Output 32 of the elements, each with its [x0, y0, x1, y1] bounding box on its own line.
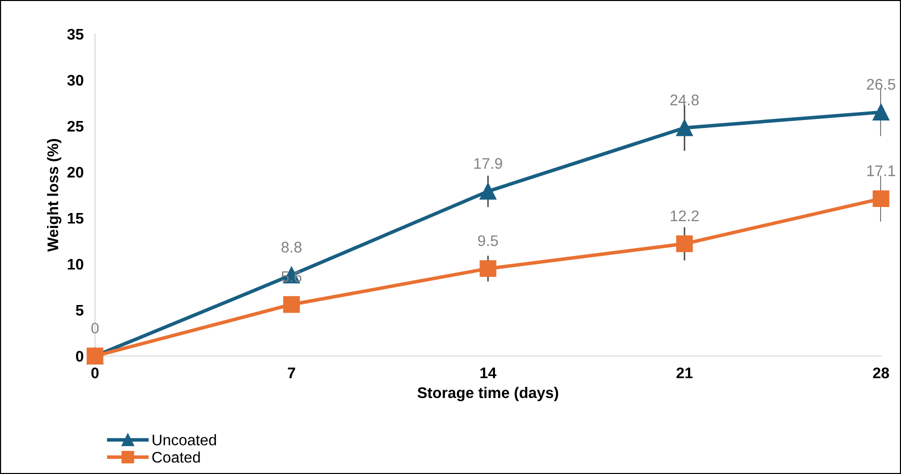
y-tick-label: 30	[67, 74, 84, 86]
y-tick-label: 35	[67, 28, 84, 40]
legend-label: Coated	[152, 451, 200, 463]
data-label: 9.5	[478, 235, 498, 246]
x-axis-title: Storage time (days)	[418, 386, 558, 402]
y-axis-title: Weight loss (%)	[47, 139, 62, 252]
point	[676, 120, 693, 136]
x-tick-label: 7	[288, 368, 296, 378]
data-label: 0	[91, 322, 99, 334]
point	[480, 182, 496, 200]
data-label: 12.2	[670, 210, 699, 222]
x-tick-label: 14	[480, 368, 496, 378]
x-tick-label: 0	[91, 368, 99, 378]
point	[480, 260, 496, 277]
x-tick-label: 28	[873, 368, 890, 378]
data-label: 24.8	[670, 94, 699, 106]
point	[872, 190, 890, 208]
y-tick-label: 20	[67, 166, 84, 178]
data-label: 26.5	[866, 78, 896, 90]
x-tick-label: 21	[676, 368, 693, 378]
data-label: 17.1	[867, 166, 896, 176]
y-tick-label: 10	[68, 258, 84, 270]
y-tick-label: 25	[67, 120, 84, 132]
y-tick-label: 15	[68, 213, 84, 224]
point	[676, 235, 693, 252]
point	[872, 104, 890, 121]
data-label: 8.8	[282, 242, 302, 253]
y-tick-label: 0	[76, 350, 84, 362]
data-label: 17.9	[474, 158, 502, 169]
legend-label: Uncoated	[152, 434, 216, 446]
point	[283, 296, 300, 313]
y-tick-label: 5	[76, 305, 84, 316]
